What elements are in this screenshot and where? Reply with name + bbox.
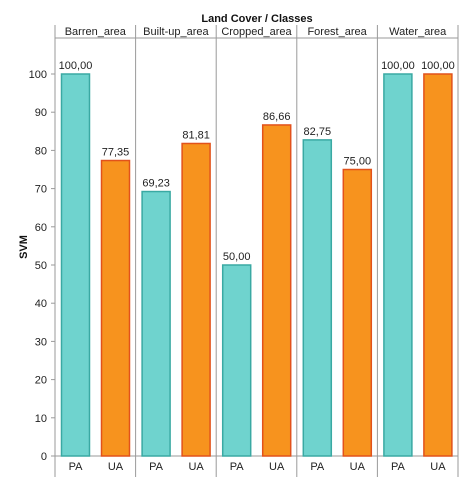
bar-ua bbox=[181, 142, 211, 457]
y-tick-label: 0 bbox=[41, 451, 47, 463]
data-label: 100,00 bbox=[59, 60, 93, 72]
x-category-label: UA bbox=[350, 461, 366, 473]
bar-pa bbox=[141, 190, 171, 457]
x-axis-categories: PA UA PA UA PA UA PA UA PA UA bbox=[69, 461, 447, 473]
bar-ua bbox=[423, 73, 453, 457]
group-header: Cropped_area bbox=[221, 26, 292, 38]
x-category-label: UA bbox=[108, 461, 124, 473]
y-tick-label: 100 bbox=[29, 69, 47, 81]
x-category-label: UA bbox=[188, 461, 204, 473]
x-category-label: PA bbox=[391, 461, 406, 473]
y-tick-label: 30 bbox=[35, 336, 47, 348]
group-headers: Barren_area Built-up_area Cropped_area Fore… bbox=[65, 26, 447, 38]
x-category-label: PA bbox=[149, 461, 164, 473]
y-tick-label: 80 bbox=[35, 145, 47, 157]
group-header: Water_area bbox=[389, 26, 447, 38]
y-axis-label: SVM bbox=[18, 235, 30, 259]
x-category-label: PA bbox=[310, 461, 325, 473]
data-label: 50,00 bbox=[223, 251, 251, 263]
data-label: 100,00 bbox=[381, 60, 415, 72]
x-category-label: PA bbox=[69, 461, 84, 473]
bar-pa bbox=[60, 73, 91, 457]
data-label: 86,66 bbox=[263, 111, 291, 123]
data-label: 82,75 bbox=[304, 126, 332, 138]
bar-pa bbox=[221, 264, 252, 457]
y-tick-label: 50 bbox=[35, 260, 47, 272]
bar-ua bbox=[261, 124, 292, 457]
bar-ua bbox=[342, 168, 373, 457]
group-header: Barren_area bbox=[65, 26, 127, 38]
bar-pa bbox=[302, 139, 333, 457]
y-tick-label: 60 bbox=[35, 222, 47, 234]
x-category-label: UA bbox=[430, 461, 446, 473]
data-labels: 100,00 77,35 69,23 81,81 50,00 86,66 82,75 75,0… bbox=[59, 60, 455, 263]
y-tick-label: 10 bbox=[35, 413, 47, 425]
y-tick-label: 90 bbox=[35, 107, 47, 119]
y-axis-ticks: 0 10 20 30 40 50 60 70 80 90 100 bbox=[29, 69, 55, 463]
group-header: Built-up_area bbox=[143, 26, 209, 38]
data-label: 75,00 bbox=[344, 156, 372, 168]
group-header: Forest_area bbox=[307, 26, 367, 38]
bar-pa bbox=[383, 73, 413, 457]
data-label: 100,00 bbox=[421, 60, 455, 72]
data-label: 81,81 bbox=[182, 129, 210, 141]
bar-ua bbox=[100, 159, 131, 457]
y-tick-label: 40 bbox=[35, 298, 47, 310]
y-tick-label: 20 bbox=[35, 375, 47, 387]
data-label: 77,35 bbox=[102, 147, 130, 159]
y-tick-label: 70 bbox=[35, 184, 47, 196]
bars bbox=[60, 73, 453, 457]
x-category-label: PA bbox=[230, 461, 245, 473]
data-label: 69,23 bbox=[142, 178, 170, 190]
x-category-label: UA bbox=[269, 461, 285, 473]
chart-title: Land Cover / Classes bbox=[201, 13, 312, 25]
